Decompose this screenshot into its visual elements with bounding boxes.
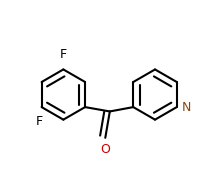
Text: N: N — [181, 101, 191, 114]
Text: F: F — [60, 48, 67, 61]
Text: O: O — [100, 143, 110, 156]
Text: F: F — [36, 115, 43, 128]
